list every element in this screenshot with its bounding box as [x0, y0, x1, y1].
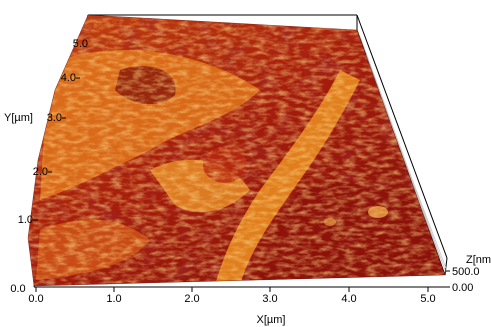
y-tick-label: 2.0: [33, 166, 48, 178]
x-tick-label: 4.0: [341, 293, 356, 305]
y-tick-label: 1.0: [18, 214, 33, 226]
z-tick-label: 500.0: [452, 266, 480, 278]
x-axis: 0.0 1.0 2.0 3.0 4.0 5.0 X[µm]: [28, 287, 436, 326]
y-tick-label: 5.0: [73, 38, 88, 50]
x-tick-label: 5.0: [420, 293, 435, 305]
x-tick-label: 3.0: [262, 293, 277, 305]
z-grid-line: [359, 35, 443, 263]
x-tick-label: 2.0: [184, 293, 199, 305]
frame-front-right-vertical: [444, 257, 448, 276]
y-tick-label: 0.0: [10, 283, 25, 295]
y-tick-label: 3.0: [47, 112, 62, 124]
frame-right-top-edge: [356, 14, 448, 259]
z-axis: 500.0 0.00 Z[nm]: [445, 254, 491, 294]
z-axis-title: Z[nm]: [466, 254, 491, 266]
x-tick-label: 1.0: [106, 293, 121, 305]
afm-surface: [28, 15, 445, 286]
y-axis: 0.0 1.0 2.0 3.0 4.0 5.0 Y[µm]: [4, 38, 88, 295]
z-tick-label: 0.00: [452, 282, 473, 294]
surface-outline: [27, 14, 446, 287]
surface-fiber-texture: [28, 15, 445, 286]
y-tick-label: 4.0: [61, 72, 76, 84]
x-axis-title: X[µm]: [257, 314, 286, 326]
x-tick-label: 0.0: [28, 293, 43, 305]
y-axis-title: Y[µm]: [4, 112, 33, 124]
